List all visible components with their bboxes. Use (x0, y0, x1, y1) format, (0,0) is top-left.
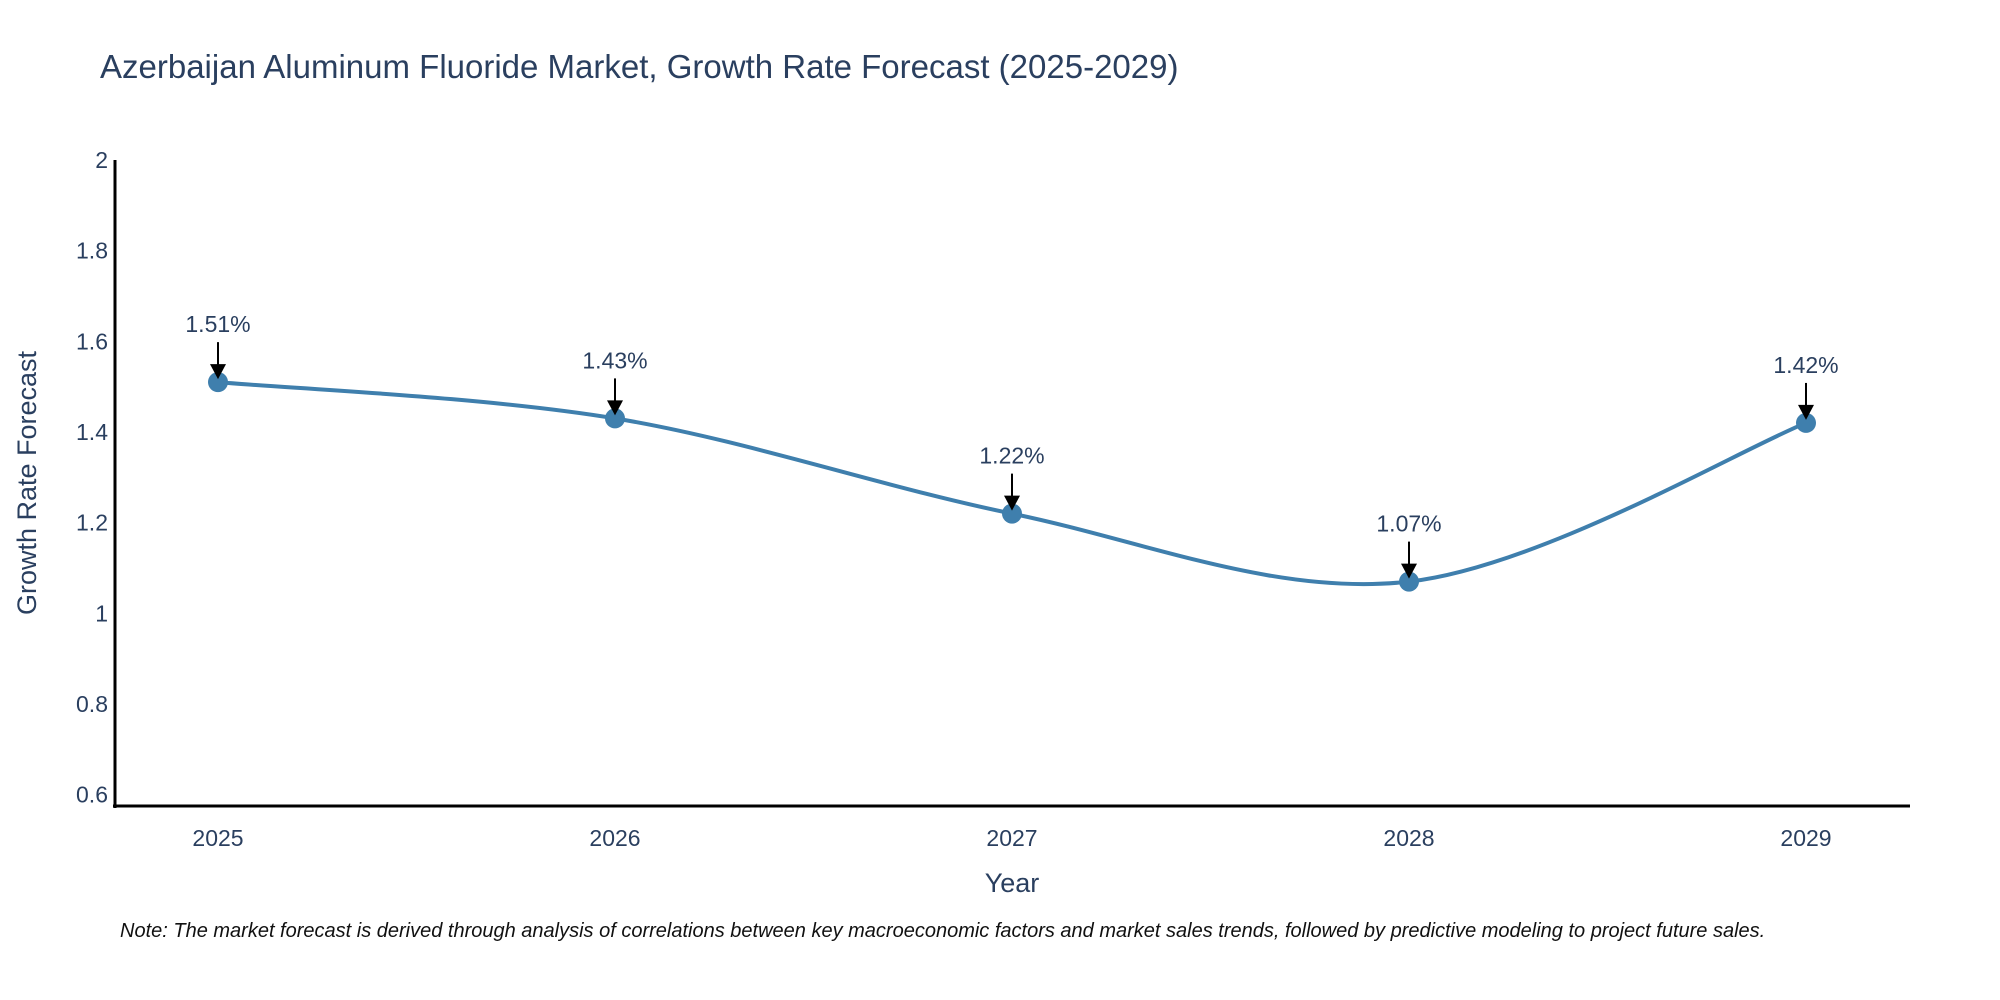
y-axis-title: Growth Rate Forecast (12, 350, 42, 615)
y-tick-label: 1.8 (76, 238, 108, 264)
x-axis-title: Year (985, 868, 1040, 898)
data-point (1002, 503, 1022, 524)
data-label: 1.22% (979, 443, 1044, 469)
x-tick-label: 2026 (589, 825, 640, 851)
annotation-arrow-head (1798, 404, 1814, 420)
x-tick-label: 2028 (1383, 825, 1434, 851)
data-annotations: 1.51% 1.43% 1.22% 1.07% 1.42% (185, 311, 1839, 579)
footnote: Note: The market forecast is derived thr… (120, 920, 1766, 942)
y-tick-label: 0.8 (76, 691, 108, 717)
y-tick-label: 0.6 (76, 782, 108, 808)
data-point (605, 408, 625, 429)
y-tick-label: 1.6 (76, 328, 108, 354)
x-tick-label: 2025 (192, 825, 243, 851)
data-label: 1.43% (582, 347, 647, 373)
y-axis-ticks: 0.6 0.8 1 1.2 1.4 1.6 1.8 2 (76, 147, 108, 808)
x-tick-label: 2029 (1780, 825, 1831, 851)
y-tick-label: 2 (95, 147, 108, 173)
annotation-arrow-head (607, 400, 623, 416)
data-label: 1.07% (1376, 511, 1441, 537)
data-point (1796, 412, 1816, 433)
data-label: 1.42% (1773, 352, 1838, 378)
x-axis-ticks: 2025 2026 2027 2028 2029 (192, 825, 1831, 851)
data-point (208, 372, 228, 393)
y-tick-label: 1.2 (76, 510, 108, 536)
data-point (1399, 571, 1419, 592)
x-tick-label: 2027 (986, 825, 1037, 851)
y-tick-label: 1.4 (76, 419, 108, 445)
annotation-arrow-head (210, 364, 226, 380)
data-points (208, 372, 1816, 592)
y-tick-label: 1 (95, 600, 108, 626)
chart-title: Azerbaijan Aluminum Fluoride Market, Gro… (100, 48, 1179, 85)
data-label: 1.51% (185, 311, 250, 337)
annotation-arrow-head (1004, 495, 1020, 511)
annotation-arrow-head (1401, 563, 1417, 579)
